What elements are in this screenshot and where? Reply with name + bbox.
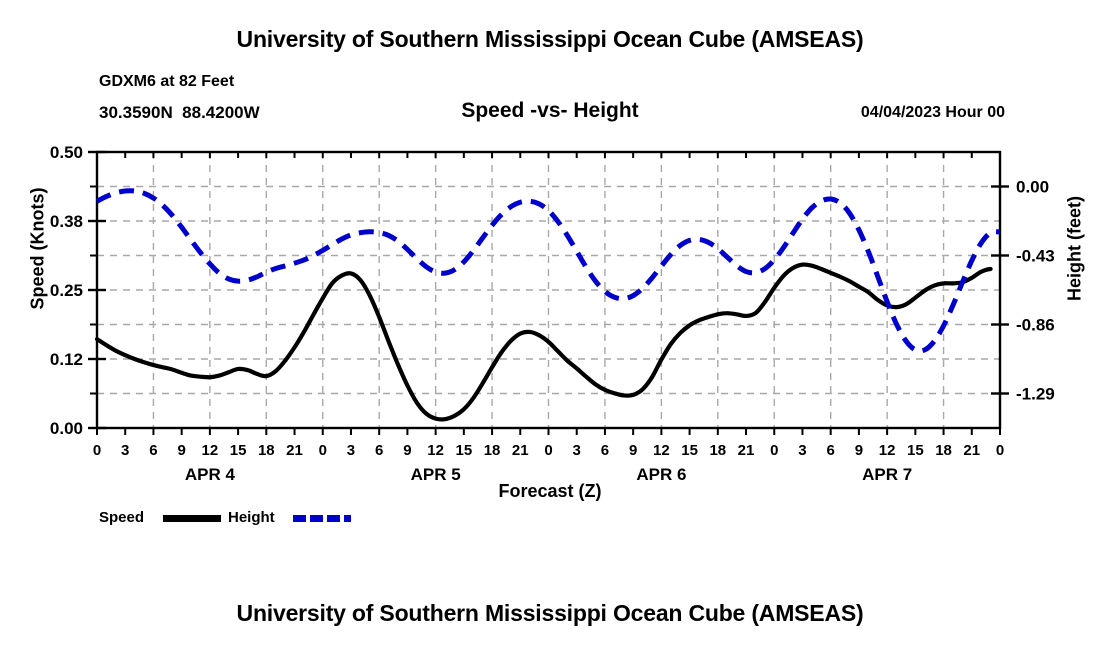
page-title-bottom: University of Southern Mississippi Ocean… <box>236 600 864 626</box>
y-tick-label-left: 0.50 <box>50 143 83 162</box>
station-label: GDXM6 at 82 Feet <box>99 73 235 90</box>
y-tick-label-right: -0.86 <box>1016 316 1055 335</box>
x-axis-day-label: APR 4 <box>185 465 236 484</box>
x-tick-label: 15 <box>681 442 698 459</box>
x-tick-label: 6 <box>149 442 157 459</box>
x-tick-label: 12 <box>879 442 896 459</box>
x-tick-label: 18 <box>484 442 501 459</box>
legend-swatch-height <box>293 515 351 522</box>
y-tick-label-right: -1.29 <box>1016 385 1055 404</box>
x-tick-label: 0 <box>770 442 778 459</box>
y-tick-label-left: 0.00 <box>50 419 83 438</box>
y-tick-label-right: 0.00 <box>1016 178 1049 197</box>
x-tick-label: 9 <box>855 442 863 459</box>
x-tick-label: 15 <box>455 442 472 459</box>
series-line-height <box>95 188 1001 354</box>
page-title-top: University of Southern Mississippi Ocean… <box>236 26 864 52</box>
x-tick-label: 3 <box>573 442 581 459</box>
forecast-run-label: 04/04/2023 Hour 00 <box>860 104 1005 121</box>
x-tick-label: 21 <box>286 442 303 459</box>
legend-label-speed: Speed <box>99 509 145 526</box>
y-tick-label-left: 0.38 <box>50 212 83 231</box>
x-axis-day-label: APR 7 <box>862 465 912 484</box>
x-tick-label: 12 <box>653 442 670 459</box>
x-tick-label: 18 <box>709 442 726 459</box>
x-tick-label: 21 <box>512 442 529 459</box>
y-tick-label-right: -0.43 <box>1016 247 1055 266</box>
x-tick-label: 12 <box>427 442 444 459</box>
x-tick-label: 18 <box>935 442 952 459</box>
x-tick-label: 0 <box>319 442 327 459</box>
x-tick-label: 0 <box>544 442 552 459</box>
x-tick-label: 6 <box>827 442 835 459</box>
legend-label-height: Height <box>228 509 275 526</box>
x-tick-label: 3 <box>798 442 806 459</box>
y-tick-label-left: 0.25 <box>50 281 83 300</box>
legend-swatch-speed <box>163 515 221 522</box>
x-tick-label: 9 <box>629 442 637 459</box>
x-tick-label: 21 <box>738 442 755 459</box>
x-tick-label: 3 <box>121 442 129 459</box>
x-tick-label: 12 <box>202 442 219 459</box>
x-tick-label: 9 <box>177 442 185 459</box>
x-tick-label: 15 <box>907 442 924 459</box>
x-axis-day-label: APR 6 <box>636 465 686 484</box>
y-tick-label-left: 0.12 <box>50 350 83 369</box>
x-tick-label: 0 <box>93 442 101 459</box>
chart-subtitle: Speed -vs- Height <box>461 99 639 122</box>
x-tick-label: 18 <box>258 442 275 459</box>
x-tick-label: 15 <box>230 442 247 459</box>
coordinates-label: 30.3590N 88.4200W <box>99 103 260 122</box>
series-line-speed <box>94 262 993 422</box>
x-tick-label: 0 <box>996 442 1004 459</box>
x-tick-label: 21 <box>963 442 980 459</box>
x-tick-label: 6 <box>375 442 383 459</box>
x-tick-label: 9 <box>403 442 411 459</box>
x-tick-label: 3 <box>347 442 355 459</box>
x-axis-day-label: APR 5 <box>411 465 461 484</box>
x-axis-label: Forecast (Z) <box>498 481 602 501</box>
x-tick-label: 6 <box>601 442 609 459</box>
